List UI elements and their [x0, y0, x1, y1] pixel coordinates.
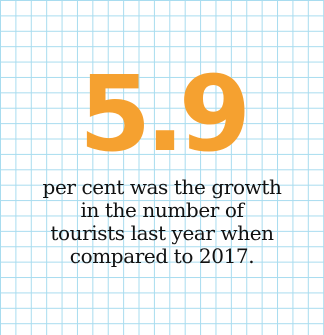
stat-value: 5.9	[78, 53, 251, 175]
caption-line-1: per cent was the growth	[42, 175, 282, 199]
caption-line-2: in the number of	[80, 198, 244, 222]
caption-line-4: compared to 2017.	[69, 244, 255, 268]
caption-line-3: tourists last year when	[50, 221, 274, 245]
stat-caption: per cent was the growth in the number of…	[0, 176, 324, 268]
